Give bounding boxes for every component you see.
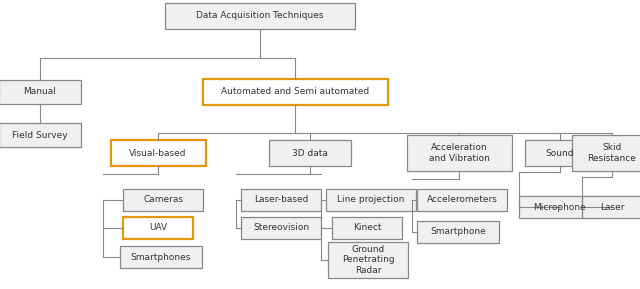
Text: Line projection: Line projection [337,195,404,205]
Bar [572,135,640,171]
Bar [582,196,640,218]
Text: Cameras: Cameras [143,195,183,205]
Text: Smartphones: Smartphones [131,253,191,262]
Bar [241,217,321,239]
Bar [123,189,203,211]
Bar [269,140,351,166]
Text: Sound: Sound [546,149,574,158]
Bar [202,79,387,105]
Text: Data Acquisition Techniques: Data Acquisition Techniques [196,12,324,21]
Bar [123,217,193,239]
Text: Accelerometers: Accelerometers [427,195,497,205]
Bar [417,189,507,211]
Bar [111,140,205,166]
Text: Smartphone: Smartphone [430,227,486,236]
Bar [326,189,416,211]
Text: Visual-based: Visual-based [129,149,187,158]
Text: Skid
Resistance: Skid Resistance [588,143,636,163]
Bar [328,242,408,278]
Text: Laser: Laser [600,203,624,212]
Bar [241,189,321,211]
Text: Manual: Manual [24,88,56,97]
Text: Automated and Semi automated: Automated and Semi automated [221,88,369,97]
Bar [0,80,81,104]
Bar [165,3,355,29]
Text: UAV: UAV [149,223,167,232]
Bar [0,123,81,147]
Text: Kinect: Kinect [353,223,381,232]
Bar [332,217,402,239]
Bar [525,140,595,166]
Text: Stereovision: Stereovision [253,223,309,232]
Text: Acceleration
and Vibration: Acceleration and Vibration [429,143,490,163]
Text: Field Survey: Field Survey [12,131,68,140]
Bar [406,135,511,171]
Bar [120,246,202,268]
Bar [417,221,499,243]
Text: Laser-based: Laser-based [254,195,308,205]
Text: Ground
Penetrating
Radar: Ground Penetrating Radar [342,245,394,275]
Text: 3D data: 3D data [292,149,328,158]
Text: Microphone: Microphone [534,203,586,212]
Bar [519,196,601,218]
